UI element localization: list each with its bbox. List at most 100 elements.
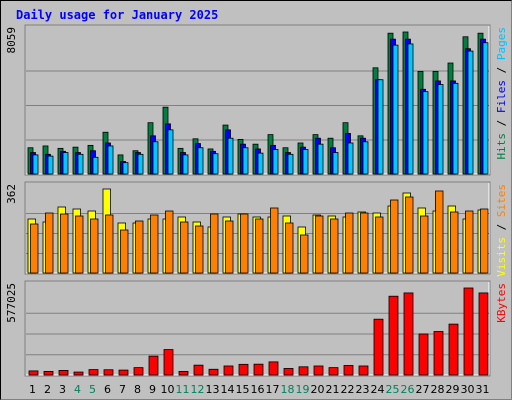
bar-kbytes-day-18	[283, 368, 294, 376]
day-label: 8	[134, 383, 141, 396]
bar-pages-day-28	[437, 84, 444, 175]
bar-kbytes-day-31	[478, 292, 489, 376]
legend-entry: /	[495, 60, 508, 80]
bar-pages-day-2	[47, 155, 54, 175]
legend-entry: /	[495, 217, 508, 237]
bar-kbytes-day-2	[43, 370, 54, 376]
bar-pages-day-26	[407, 43, 414, 175]
bar-pages-day-9	[152, 141, 159, 175]
day-label: 17	[266, 383, 280, 396]
bar-pages-day-10	[167, 129, 174, 175]
bar-kbytes-day-22	[343, 365, 354, 376]
bar-sites-day-5	[90, 218, 99, 274]
legend-entry: Sites	[495, 184, 508, 217]
day-label: 24	[371, 383, 385, 396]
legend-entry: Files	[495, 80, 508, 113]
bar-kbytes-day-27	[418, 333, 429, 376]
day-labels: 1 2 3 4 5 6 7 8 9 10 11 12 13 14 15 16 17 18 19 20 21 22 23 24 2…	[29, 383, 490, 396]
day-label: 4	[74, 383, 81, 396]
panel-middle-ymax-label: 362	[5, 184, 18, 204]
bar-kbytes-day-19	[298, 366, 309, 376]
bar-kbytes-day-15	[238, 363, 249, 376]
day-label: 16	[251, 383, 265, 396]
bar-kbytes-day-21	[328, 367, 339, 376]
day-label: 5	[89, 383, 96, 396]
day-label: 6	[104, 383, 111, 396]
bar-sites-day-7	[120, 229, 129, 274]
panel-top: 8059 Hits / Files / Pages	[5, 24, 508, 176]
panel-middle: 362 Visits / Sites	[5, 181, 508, 277]
bar-kbytes-day-8	[133, 367, 144, 376]
bar-kbytes-day-6	[103, 369, 114, 376]
bar-sites-day-19	[300, 234, 309, 274]
bar-pages-day-14	[227, 137, 234, 175]
bar-kbytes-day-25	[388, 295, 399, 376]
bar-sites-day-16	[255, 218, 264, 274]
bar-kbytes-day-7	[118, 369, 129, 376]
bar-pages-day-12	[197, 147, 204, 175]
bar-sites-day-10	[165, 210, 174, 274]
day-label: 15	[236, 383, 250, 396]
bar-pages-day-16	[257, 152, 264, 175]
day-label: 18	[281, 383, 295, 396]
bar-sites-day-31	[480, 208, 489, 274]
day-label: 3	[59, 383, 66, 396]
bar-pages-day-27	[422, 91, 429, 175]
bar-sites-day-6	[105, 214, 114, 274]
bar-pages-day-31	[482, 42, 489, 175]
bar-sites-day-13	[210, 213, 219, 274]
day-label: 12	[191, 383, 205, 396]
bar-kbytes-day-3	[58, 370, 69, 376]
day-label: 10	[161, 383, 175, 396]
bar-sites-day-11	[180, 221, 189, 274]
bar-sites-day-17	[270, 207, 279, 274]
bar-sites-day-8	[135, 220, 144, 274]
bar-sites-day-22	[345, 212, 354, 274]
panel-bottom-ymax-label: 577025	[5, 283, 18, 323]
bar-sites-day-25	[390, 199, 399, 274]
bar-sites-day-18	[285, 222, 294, 274]
day-label: 23	[356, 383, 370, 396]
bar-sites-day-28	[435, 190, 444, 274]
panel-bottom: 577025 KBytes	[5, 280, 508, 377]
bar-kbytes-day-12	[193, 364, 204, 376]
bar-sites-day-27	[420, 215, 429, 274]
day-label: 13	[206, 383, 220, 396]
bar-kbytes-day-30	[463, 287, 474, 376]
bar-sites-day-3	[60, 213, 69, 274]
day-label: 26	[401, 383, 415, 396]
panel-top-legend: Hits / Files / Pages	[495, 27, 508, 160]
bar-kbytes-day-29	[448, 323, 459, 376]
day-label: 30	[461, 383, 475, 396]
bar-pages-day-15	[242, 147, 249, 175]
bar-pages-day-30	[467, 50, 474, 175]
bar-pages-day-5	[92, 156, 99, 175]
legend-entry: Pages	[495, 27, 508, 60]
day-label: 22	[341, 383, 355, 396]
bar-pages-day-25	[392, 44, 399, 175]
bar-kbytes-day-11	[178, 370, 189, 376]
chart-panels: 8059 Hits / Files / Pages 362 Visits / Site…	[5, 24, 508, 377]
bar-sites-day-15	[240, 213, 249, 274]
bar-sites-day-1	[30, 223, 39, 274]
legend-entry: KBytes	[495, 283, 508, 323]
day-label: 31	[476, 383, 490, 396]
bar-pages-day-24	[377, 79, 384, 175]
bar-pages-day-1	[32, 154, 39, 175]
day-label: 20	[311, 383, 325, 396]
day-label: 19	[296, 383, 310, 396]
bar-kbytes-day-16	[253, 363, 264, 376]
bar-kbytes-day-13	[208, 368, 219, 376]
day-label: 25	[386, 383, 400, 396]
bar-sites-day-26	[405, 196, 414, 274]
panel-middle-legend: Visits / Sites	[495, 184, 508, 277]
bar-sites-day-14	[225, 220, 234, 274]
day-label: 11	[176, 383, 190, 396]
bar-kbytes-day-14	[223, 365, 234, 376]
bar-sites-day-21	[330, 218, 339, 274]
bar-sites-day-12	[195, 225, 204, 274]
day-label: 2	[44, 383, 51, 396]
bar-kbytes-day-9	[148, 355, 159, 376]
legend-entry: Hits	[495, 133, 508, 160]
